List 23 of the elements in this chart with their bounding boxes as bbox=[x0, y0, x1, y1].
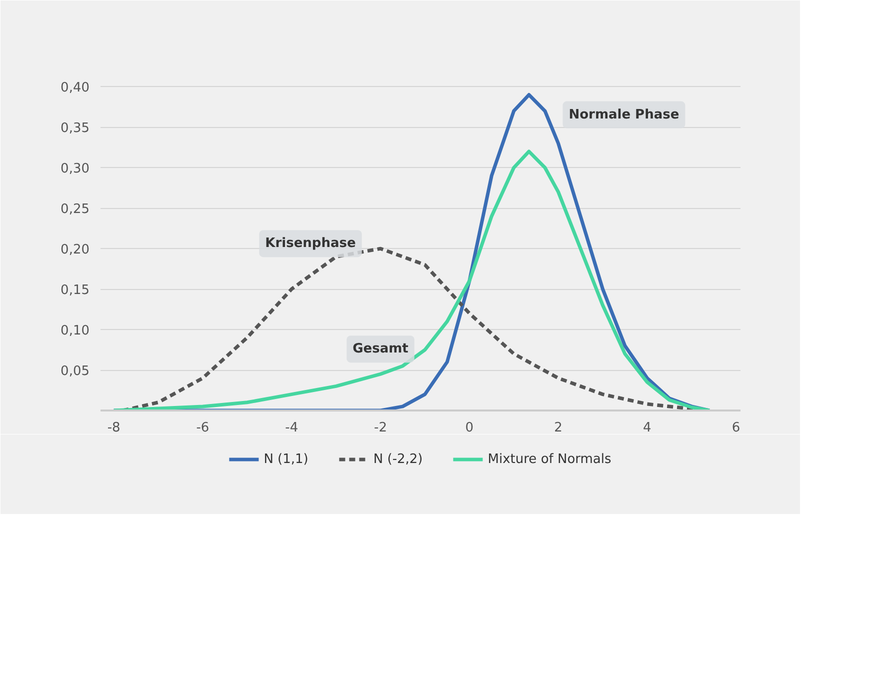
x-tick-label: 0 bbox=[465, 420, 474, 436]
y-tick-label: 0,10 bbox=[60, 324, 90, 339]
x-tick-label: 4 bbox=[643, 420, 652, 436]
y-tick-label: 0,15 bbox=[60, 283, 90, 298]
y-tick-label: 0,25 bbox=[60, 202, 90, 218]
x-tick-label: -2 bbox=[374, 420, 387, 436]
y-tick-label: 0,35 bbox=[60, 121, 90, 136]
x-tick-label: 6 bbox=[732, 420, 740, 436]
annotation: Krisenphase bbox=[265, 236, 356, 252]
y-tick-label: 0,40 bbox=[60, 80, 90, 96]
legend-label: N (-2,2) bbox=[373, 452, 423, 466]
legend-label: Mixture of Normals bbox=[488, 452, 612, 466]
y-tick-label: 0,05 bbox=[60, 364, 90, 380]
x-tick-label: -4 bbox=[285, 420, 298, 436]
line-series bbox=[112, 150, 712, 410]
y-tick-label: 0,20 bbox=[60, 242, 90, 258]
legend-label: N (1,1) bbox=[264, 452, 308, 466]
annotation: Normale Phase bbox=[568, 107, 680, 122]
annotation: Gesamt bbox=[352, 342, 408, 357]
x-tick-label: 2 bbox=[554, 420, 562, 436]
x-tick-label: -6 bbox=[196, 420, 210, 436]
y-tick-label: 0,30 bbox=[60, 162, 90, 177]
x-tick-label: -8 bbox=[107, 420, 120, 436]
